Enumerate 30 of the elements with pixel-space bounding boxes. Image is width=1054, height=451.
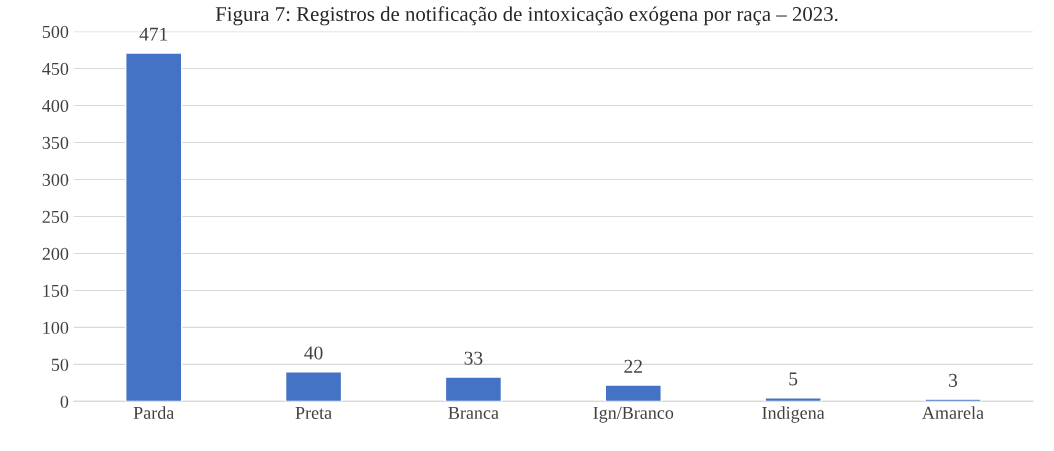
y-tick-label: 200 <box>42 247 69 260</box>
y-tick-label: 400 <box>42 99 69 112</box>
data-label: 471 <box>139 27 168 41</box>
bar <box>125 52 183 402</box>
bar <box>604 384 662 402</box>
x-tick-label: Parda <box>133 406 175 419</box>
chart-title: Figura 7: Registros de notificação de intoxicação exógena por raça – 2023. <box>215 6 838 26</box>
y-tick-label: 250 <box>42 210 69 223</box>
x-tick-label: Preta <box>295 406 332 419</box>
y-tick-label: 0 <box>60 395 69 408</box>
x-tick-label: Amarela <box>922 406 984 419</box>
y-tick-label: 50 <box>51 358 69 371</box>
bar <box>764 396 822 402</box>
y-tick-label: 300 <box>42 173 69 186</box>
data-label: 40 <box>304 346 323 360</box>
data-label: 3 <box>949 373 958 387</box>
data-label: 22 <box>624 359 642 373</box>
data-label: 33 <box>464 351 483 365</box>
bar <box>444 376 503 402</box>
x-tick-label: Indigena <box>762 406 825 423</box>
bar <box>924 398 982 402</box>
y-tick-label: 350 <box>42 136 69 149</box>
y-tick-label: 150 <box>43 284 69 297</box>
x-tick-label: Branca <box>448 406 499 419</box>
data-label: 5 <box>789 372 798 386</box>
y-tick-label: 450 <box>42 62 69 75</box>
bar <box>284 371 343 402</box>
y-tick-label: 500 <box>42 25 69 39</box>
x-tick-label: Ign/Branco <box>593 406 674 423</box>
y-tick-label: 100 <box>43 321 69 334</box>
